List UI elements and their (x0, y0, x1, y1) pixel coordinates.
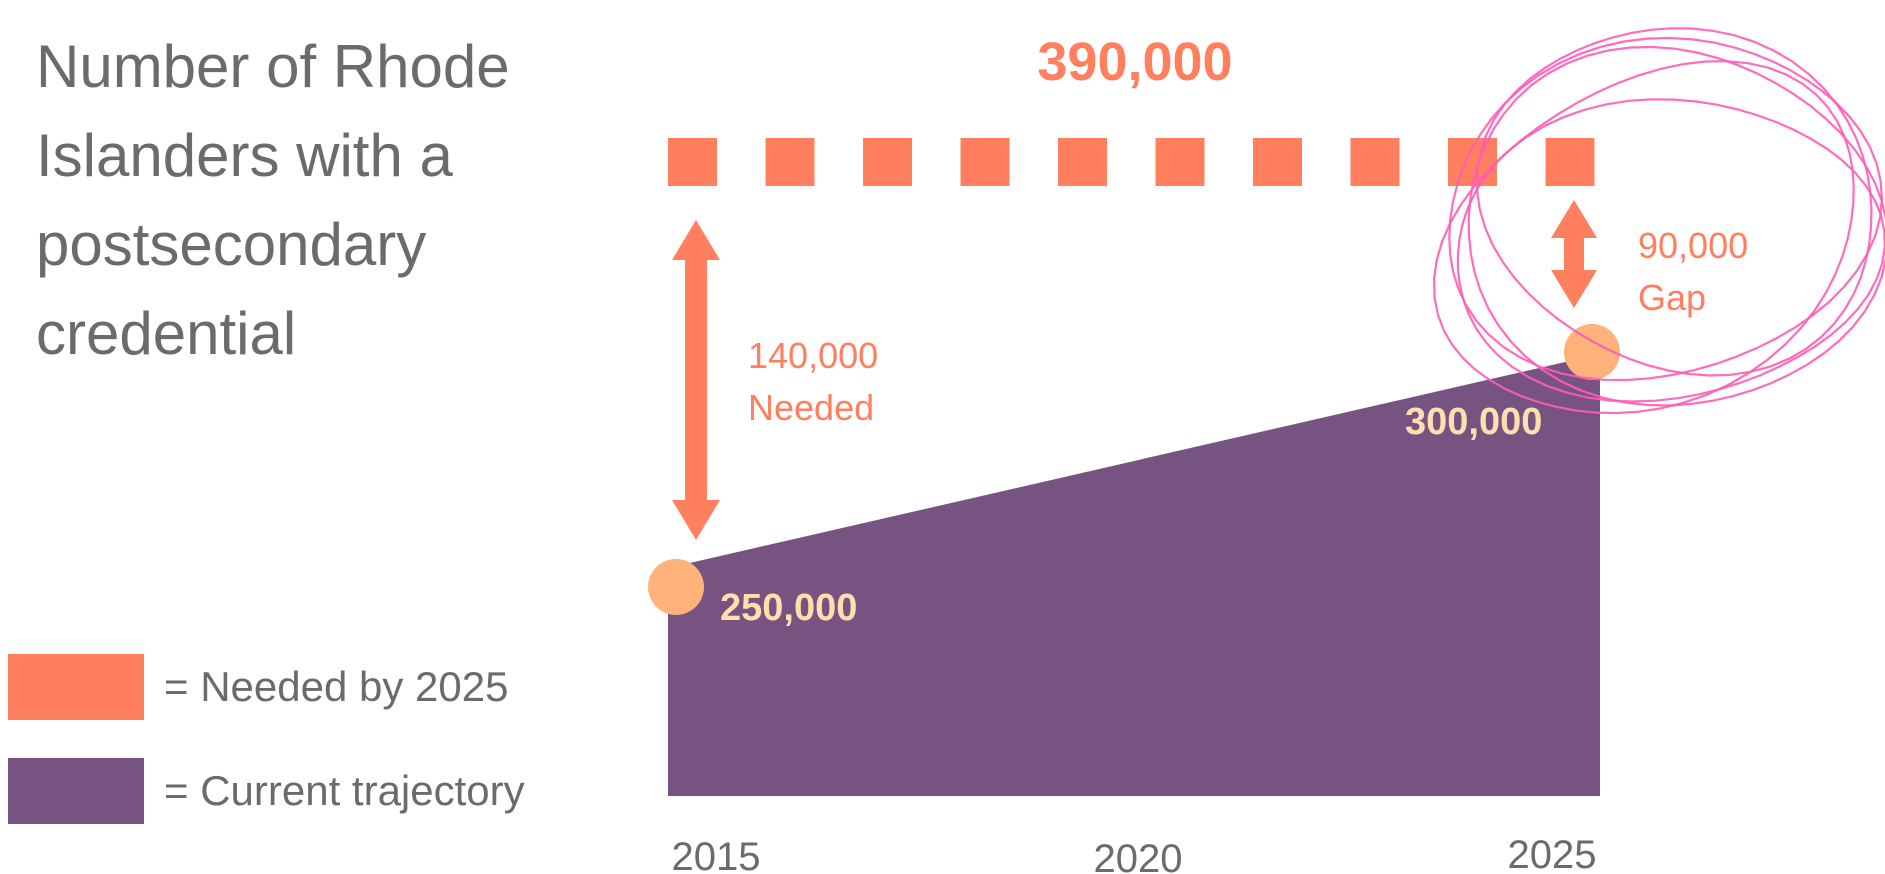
chart-title: Number of Rhode Islanders with a postsec… (36, 33, 510, 367)
current-start-value-label: 250,000 (720, 587, 857, 629)
scribble-loop (1467, 45, 1885, 407)
arrow-head-up (1551, 200, 1597, 238)
legend-label-needed: = Needed by 2025 (164, 663, 509, 710)
needed-annotation-value: 140,000 (748, 335, 878, 376)
needed-dash (1448, 138, 1497, 186)
needed-dash (1350, 138, 1400, 186)
needed-dash (1253, 138, 1302, 186)
needed-dash (1155, 138, 1205, 186)
current-trajectory-area (668, 354, 1600, 796)
current-end-value-label: 300,000 (1405, 401, 1542, 443)
needed-dash (765, 138, 815, 186)
arrow-shaft (1564, 238, 1584, 270)
scribble-loop (1448, 36, 1884, 382)
gap-annotation-label: Gap (1638, 277, 1706, 318)
x-tick-label: 2020 (1094, 837, 1183, 874)
legend-swatch-needed (8, 654, 144, 720)
needed-arrow (672, 220, 720, 540)
arrow-head-down (672, 500, 720, 540)
needed-dash (668, 138, 717, 186)
needed-dash (960, 138, 1010, 186)
scribble-loop (1456, 98, 1885, 403)
needed-dash (863, 138, 912, 186)
needed-dash (1545, 138, 1595, 186)
arrow-head-down (1551, 270, 1597, 308)
current-start-marker (648, 559, 704, 615)
legend-item-needed: = Needed by 2025 (8, 654, 508, 720)
needed-dash (1058, 138, 1107, 186)
needed-annotation-label: Needed (748, 387, 874, 428)
needed-dashed-line (668, 138, 1595, 186)
needed-value-label: 390,000 (1037, 32, 1232, 92)
legend-swatch-current (8, 758, 144, 824)
current-end-marker (1564, 324, 1620, 380)
arrow-head-up (672, 220, 720, 260)
gap-arrow (1551, 200, 1597, 308)
highlight-circle-scribble (1432, 27, 1885, 415)
x-tick-label: 2025 (1508, 833, 1597, 874)
arrow-shaft (685, 260, 707, 500)
legend-label-current: = Current trajectory (164, 767, 525, 814)
legend-item-current: = Current trajectory (8, 758, 525, 824)
gap-annotation-value: 90,000 (1638, 225, 1748, 266)
scribble-loop (1432, 60, 1855, 415)
x-tick-label: 2015 (672, 835, 761, 874)
scribble-loop (1476, 27, 1873, 377)
